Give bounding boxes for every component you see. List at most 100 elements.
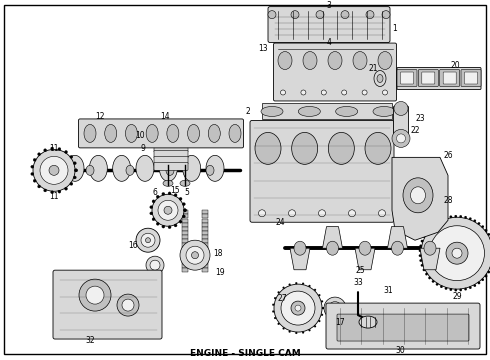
Ellipse shape [58,148,61,150]
Ellipse shape [309,329,311,331]
Ellipse shape [70,182,73,185]
Ellipse shape [183,156,201,181]
Ellipse shape [292,132,318,165]
Bar [182,210,188,214]
Polygon shape [322,227,343,248]
Ellipse shape [298,107,320,116]
Ellipse shape [428,277,431,279]
FancyBboxPatch shape [154,162,188,170]
FancyBboxPatch shape [154,150,188,158]
Bar [202,264,208,268]
Ellipse shape [295,282,297,284]
Ellipse shape [455,289,457,291]
Bar [182,256,188,260]
Ellipse shape [31,172,34,175]
Text: 24: 24 [275,218,285,227]
Text: 27: 27 [277,294,287,303]
Ellipse shape [113,156,131,181]
Ellipse shape [183,209,187,212]
Ellipse shape [182,203,185,206]
FancyBboxPatch shape [53,270,162,339]
Polygon shape [392,157,448,240]
Ellipse shape [314,289,316,291]
Ellipse shape [455,215,457,217]
Ellipse shape [291,11,299,19]
Text: 9: 9 [141,144,146,153]
Bar [202,260,208,264]
Ellipse shape [430,226,485,281]
Ellipse shape [229,125,241,143]
Ellipse shape [166,165,174,175]
Ellipse shape [38,153,41,156]
Bar [182,231,188,235]
Ellipse shape [440,285,442,288]
Text: 19: 19 [215,267,225,276]
Ellipse shape [421,240,423,242]
Ellipse shape [316,11,324,19]
Ellipse shape [278,51,292,69]
FancyBboxPatch shape [326,303,480,349]
Ellipse shape [436,221,439,223]
Ellipse shape [440,219,442,221]
Ellipse shape [141,233,155,247]
Ellipse shape [473,284,476,287]
Text: 5: 5 [185,188,190,197]
Text: 30: 30 [395,346,405,355]
Ellipse shape [378,210,386,217]
FancyBboxPatch shape [400,72,414,84]
Ellipse shape [180,240,210,270]
Ellipse shape [321,300,323,302]
Ellipse shape [314,325,316,327]
Bar [202,256,208,260]
Ellipse shape [158,200,178,220]
Ellipse shape [122,299,134,311]
Ellipse shape [206,165,214,175]
Ellipse shape [272,304,274,306]
Bar [202,235,208,239]
Ellipse shape [302,283,304,285]
Bar [182,252,188,256]
Ellipse shape [126,165,134,175]
Bar [202,215,208,219]
Ellipse shape [268,11,276,19]
Ellipse shape [192,252,198,259]
Text: 28: 28 [443,196,453,205]
Ellipse shape [174,224,177,227]
Text: 33: 33 [353,278,363,287]
Ellipse shape [301,90,306,95]
Ellipse shape [164,206,172,214]
FancyBboxPatch shape [154,138,188,147]
Polygon shape [388,227,408,248]
Ellipse shape [333,306,338,311]
FancyBboxPatch shape [393,106,409,141]
Ellipse shape [460,289,462,291]
Ellipse shape [488,271,490,273]
Ellipse shape [159,156,177,181]
Polygon shape [420,248,440,270]
Ellipse shape [261,107,283,116]
Ellipse shape [421,264,423,266]
Ellipse shape [117,294,139,316]
Ellipse shape [89,156,107,181]
Text: 4: 4 [326,38,331,47]
Ellipse shape [485,275,487,277]
Ellipse shape [473,220,476,222]
Text: 26: 26 [443,151,453,160]
Ellipse shape [383,90,388,95]
Ellipse shape [50,147,54,150]
Ellipse shape [450,288,452,291]
Ellipse shape [419,249,421,252]
Ellipse shape [450,216,452,218]
Ellipse shape [289,330,291,333]
Ellipse shape [65,150,68,153]
Ellipse shape [74,162,76,165]
Ellipse shape [478,282,480,284]
Text: 1: 1 [392,24,397,33]
Ellipse shape [58,190,61,193]
Bar [202,219,208,222]
Ellipse shape [150,206,153,209]
Bar [202,227,208,231]
Text: 32: 32 [85,336,95,345]
Ellipse shape [392,241,403,255]
Ellipse shape [321,314,323,316]
